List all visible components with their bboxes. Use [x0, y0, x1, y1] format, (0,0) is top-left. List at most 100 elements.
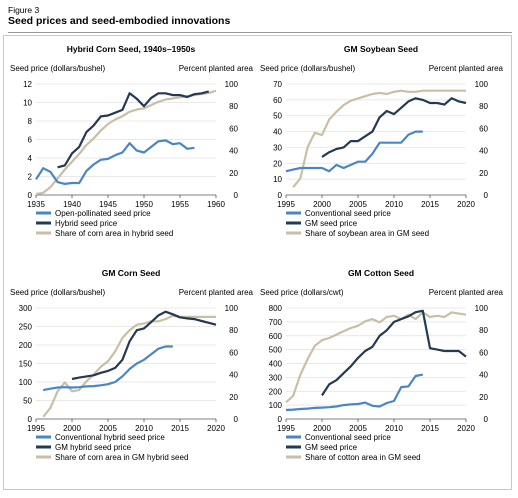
y-right-tick-label: 20	[479, 169, 488, 178]
x-tick-label: 1935	[27, 200, 45, 209]
legend-label: Share of soybean area in GM seed	[305, 229, 429, 238]
y-right-tick-label: 100	[225, 304, 239, 313]
y-right-tick-label: 40	[229, 147, 238, 156]
y-left-tick-label: 70	[273, 80, 282, 89]
x-tick-label: 2000	[313, 200, 331, 209]
y-axis-left-label: Seed price (dollars/bushel)	[260, 64, 355, 73]
x-tick-label: 2005	[349, 200, 367, 209]
y-left-tick-label: 300	[269, 373, 283, 382]
x-tick-label: 2005	[349, 424, 367, 433]
y-left-tick-label: 12	[23, 80, 32, 89]
y-axis-left-label: Seed price (dollars/cwt)	[260, 288, 344, 297]
series-line-2	[42, 314, 216, 418]
series-line-0	[42, 345, 173, 392]
x-tick-label: 1950	[135, 200, 153, 209]
legend-label: GM seed price	[305, 443, 358, 452]
x-tick-label: 2010	[385, 200, 403, 209]
y-left-tick-label: 50	[273, 112, 282, 121]
legend-label: GM hybrid seed price	[55, 443, 132, 452]
y-right-tick-label: 80	[479, 326, 488, 335]
legend-label: Conventional seed price	[305, 433, 391, 442]
title-rule	[8, 32, 512, 33]
series-line-1	[321, 97, 467, 158]
y-right-tick-label: 100	[475, 80, 489, 89]
figure-label: Figure 3	[8, 5, 40, 15]
legend-label: Share of corn area in hybrid seed	[55, 229, 173, 238]
chart-title: GM Soybean Seed	[344, 44, 418, 54]
y-right-tick-label: 0	[234, 415, 239, 424]
chart-panel-hybrid-corn: Hybrid Corn Seed, 1940s–1950s Seed price …	[8, 40, 258, 260]
y-left-tick-label: 200	[269, 387, 283, 396]
x-tick-label: 2015	[171, 424, 189, 433]
legend-label: Share of corn area in GM hybrid seed	[55, 453, 188, 462]
legend-label: Hybrid seed price	[55, 219, 118, 228]
series-line-2	[285, 311, 467, 404]
chart-gm-soybean: GM Soybean Seed Seed price (dollars/bushe…	[260, 44, 504, 238]
y-left-tick-label: 700	[269, 318, 283, 327]
y-left-tick-label: 500	[269, 346, 283, 355]
x-tick-label: 1995	[277, 424, 295, 433]
y-left-tick-label: 600	[269, 332, 283, 341]
y-left-tick-label: 100	[19, 378, 33, 387]
legend-label: Share of cotton area in GM seed	[305, 453, 421, 462]
x-tick-label: 1955	[171, 200, 189, 209]
y-right-tick-label: 40	[229, 371, 238, 380]
x-tick-label: 2020	[207, 424, 225, 433]
y-right-tick-label: 80	[479, 102, 488, 111]
y-axis-left-label: Seed price (dollars/bushel)	[10, 288, 105, 297]
y-left-tick-label: 400	[269, 360, 283, 369]
y-right-tick-label: 20	[479, 393, 488, 402]
legend-label: Conventional hybrid seed price	[55, 433, 165, 442]
y-left-tick-label: 0	[28, 191, 33, 200]
y-right-tick-label: 60	[229, 124, 238, 133]
series-line-2	[292, 89, 466, 188]
y-left-tick-label: 40	[273, 128, 282, 137]
y-left-tick-label: 150	[19, 360, 33, 369]
series-line-0	[285, 373, 424, 412]
legend-label: GM seed price	[305, 219, 358, 228]
y-left-tick-label: 60	[273, 96, 282, 105]
y-left-tick-label: 10	[23, 99, 32, 108]
y-left-tick-label: 4	[28, 154, 33, 163]
x-tick-label: 2000	[63, 424, 81, 433]
x-tick-label: 2015	[421, 200, 439, 209]
y-left-tick-label: 800	[269, 304, 283, 313]
y-right-tick-label: 20	[229, 393, 238, 402]
series-line-2	[35, 89, 217, 195]
x-tick-label: 1940	[63, 200, 81, 209]
y-right-tick-label: 100	[475, 304, 489, 313]
legend-label: Open-pollinated seed price	[55, 209, 151, 218]
y-right-tick-label: 40	[479, 371, 488, 380]
y-left-tick-label: 10	[273, 175, 282, 184]
y-right-tick-label: 60	[479, 124, 488, 133]
chart-panel-gm-corn: GM Corn Seed Seed price (dollars/bushel) P…	[8, 264, 258, 484]
y-right-tick-label: 60	[479, 348, 488, 357]
chart-title: Hybrid Corn Seed, 1940s–1950s	[67, 44, 196, 54]
chart-gm-cotton: GM Cotton Seed Seed price (dollars/cwt) Pe…	[260, 268, 504, 462]
x-tick-label: 2020	[457, 200, 475, 209]
x-tick-label: 1995	[277, 200, 295, 209]
y-left-tick-label: 250	[19, 323, 33, 332]
series-line-1	[321, 309, 467, 396]
y-left-tick-label: 2	[28, 173, 33, 182]
x-tick-label: 2015	[421, 424, 439, 433]
y-left-tick-label: 200	[19, 341, 33, 350]
x-tick-label: 2005	[99, 424, 117, 433]
series-line-0	[285, 130, 423, 173]
series-line-1	[71, 310, 217, 381]
x-tick-label: 2000	[313, 424, 331, 433]
y-left-tick-label: 100	[269, 401, 283, 410]
y-left-tick-label: 6	[28, 136, 33, 145]
y-axis-left-label: Seed price (dollars/bushel)	[10, 64, 105, 73]
y-right-tick-label: 60	[229, 348, 238, 357]
y-left-tick-label: 30	[273, 143, 282, 152]
y-axis-right-label: Percent planted area	[179, 64, 254, 73]
y-axis-right-label: Percent planted area	[429, 288, 504, 297]
series-line-1	[57, 90, 210, 169]
y-axis-right-label: Percent planted area	[429, 64, 504, 73]
y-left-tick-label: 8	[28, 117, 33, 126]
y-left-tick-label: 300	[19, 304, 33, 313]
y-right-tick-label: 80	[229, 326, 238, 335]
chart-panel-gm-cotton: GM Cotton Seed Seed price (dollars/cwt) Pe…	[258, 264, 508, 484]
y-left-tick-label: 0	[278, 415, 283, 424]
